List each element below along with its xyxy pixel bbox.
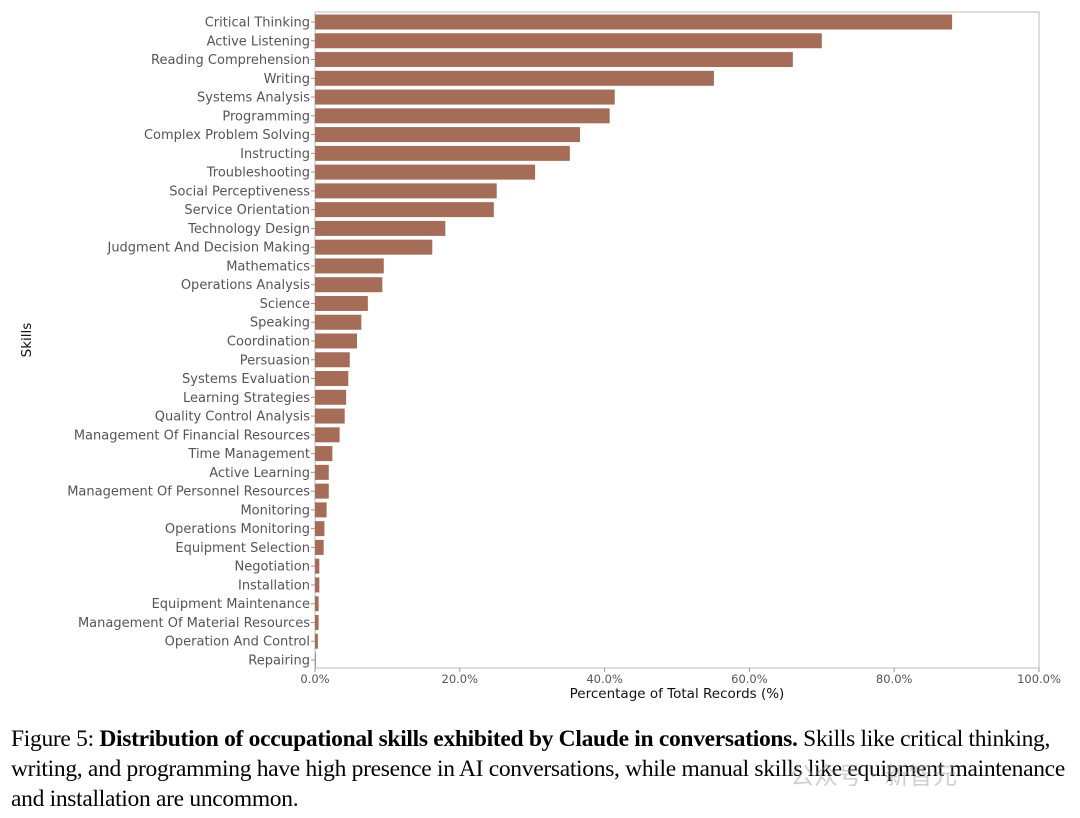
bar-chart: Critical Thinking Active Listening Reading… xyxy=(19,11,1061,702)
bar xyxy=(315,164,536,180)
caption-title: Distribution of occupational skills exhi… xyxy=(99,726,798,752)
bar xyxy=(315,427,340,443)
y-tick-label: Learning Strategies xyxy=(183,391,310,406)
bar xyxy=(315,614,319,630)
y-tick-label: Judgment And Decision Making xyxy=(106,241,310,256)
y-tick-label: Writing xyxy=(264,72,310,87)
bar xyxy=(315,408,345,424)
bar xyxy=(315,596,319,612)
y-tick-label: Complex Problem Solving xyxy=(144,128,310,143)
y-tick-label: Mathematics xyxy=(226,259,310,274)
y-tick-label: Active Listening xyxy=(207,34,310,49)
x-tick-label: 0.0% xyxy=(300,672,329,686)
bar xyxy=(315,446,333,462)
bar xyxy=(315,89,615,105)
y-tick-label: Social Perceptiveness xyxy=(169,184,310,199)
y-tick-label: Technology Design xyxy=(187,222,310,237)
caption-prefix: Figure 5: xyxy=(11,726,100,752)
bar xyxy=(315,258,384,274)
bar xyxy=(315,483,329,499)
y-tick-label: Reading Comprehension xyxy=(151,53,310,68)
bar xyxy=(315,239,433,255)
bar xyxy=(315,652,316,668)
y-tick-label: Equipment Maintenance xyxy=(152,597,310,612)
y-tick-label: Critical Thinking xyxy=(205,16,310,31)
y-tick-label: Installation xyxy=(238,578,310,593)
x-tick-label: 100.0% xyxy=(1017,672,1061,686)
figure-caption: Figure 5: Distribution of occupational s… xyxy=(11,724,1073,814)
bar xyxy=(315,295,368,311)
x-tick-label: 20.0% xyxy=(442,672,479,686)
bar xyxy=(315,521,325,537)
y-tick-label: Monitoring xyxy=(240,503,310,518)
y-tick-label: Management Of Personnel Resources xyxy=(67,485,310,500)
bar xyxy=(315,108,610,124)
x-tick-label: 60.0% xyxy=(731,672,768,686)
bar xyxy=(315,389,347,405)
bar xyxy=(315,558,320,574)
bar xyxy=(315,371,349,387)
y-tick-label: Speaking xyxy=(250,316,310,331)
y-tick-label: Management Of Financial Resources xyxy=(74,428,310,443)
bar xyxy=(315,314,362,330)
y-tick-label: Service Orientation xyxy=(184,203,310,218)
bar xyxy=(315,33,822,49)
bar xyxy=(315,333,357,349)
y-tick-label: Negotiation xyxy=(234,560,310,575)
y-tick-label: Equipment Selection xyxy=(175,541,310,556)
y-tick-label: Systems Analysis xyxy=(197,91,310,106)
bar xyxy=(315,145,570,161)
bar xyxy=(315,52,793,68)
y-tick-label: Operations Analysis xyxy=(181,278,310,293)
x-tick-label: 80.0% xyxy=(876,672,913,686)
y-tick-label: Management Of Material Resources xyxy=(78,616,310,631)
x-axis-label: Percentage of Total Records (%) xyxy=(570,686,785,702)
bar xyxy=(315,464,329,480)
bar xyxy=(315,127,580,143)
y-tick-label: Operation And Control xyxy=(165,635,310,650)
bar xyxy=(315,502,327,518)
y-tick-label: Quality Control Analysis xyxy=(155,410,310,425)
bar xyxy=(315,220,446,236)
bar xyxy=(315,539,324,555)
y-tick-label: Troubleshooting xyxy=(206,166,310,181)
y-tick-label: Systems Evaluation xyxy=(182,372,310,387)
bar xyxy=(315,202,494,218)
y-tick-label: Instructing xyxy=(240,147,310,162)
bar xyxy=(315,633,318,649)
y-tick-label: Repairing xyxy=(248,654,310,669)
bar xyxy=(315,577,320,593)
bar xyxy=(315,183,497,199)
caption-body: Skills like critical thinking, writing, … xyxy=(11,726,1065,812)
bar xyxy=(315,70,714,86)
y-tick-label: Science xyxy=(260,297,310,312)
x-tick-label: 40.0% xyxy=(586,672,623,686)
bar xyxy=(315,277,383,293)
y-tick-label: Programming xyxy=(222,109,310,124)
y-tick-label: Time Management xyxy=(187,447,310,462)
y-axis-label: Skills xyxy=(19,323,35,358)
bar xyxy=(315,352,350,368)
y-tick-label: Coordination xyxy=(227,335,310,350)
y-tick-label: Persuasion xyxy=(240,353,310,368)
y-tick-label: Active Learning xyxy=(209,466,310,481)
bar xyxy=(315,14,953,30)
y-tick-label: Operations Monitoring xyxy=(165,522,310,537)
